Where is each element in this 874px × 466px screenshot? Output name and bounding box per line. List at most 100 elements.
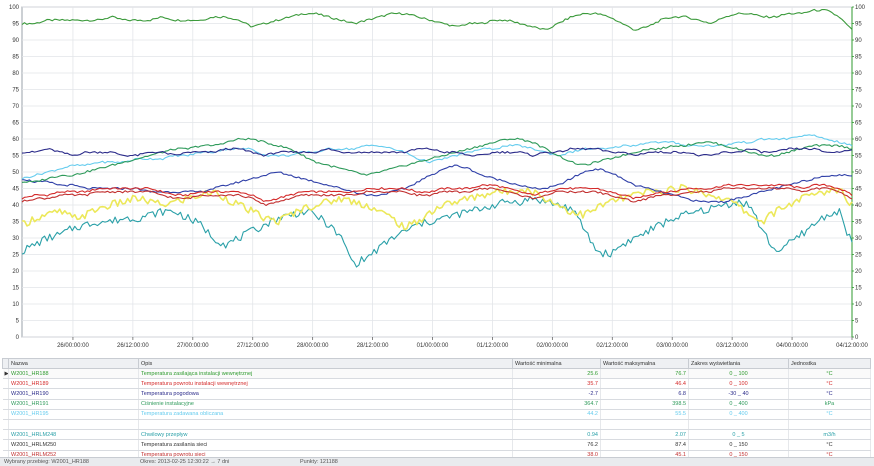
- x-tick-label: 02/12:00:00: [596, 343, 628, 349]
- y-tick-label-left: 60: [12, 137, 19, 143]
- y-tick-label-right: 65: [855, 121, 862, 127]
- y-tick-label-right: 100: [855, 5, 866, 11]
- x-tick-label: 26/00:00:00: [57, 343, 89, 349]
- cell-max: 6.8: [600, 388, 689, 400]
- y-tick-label-right: 95: [855, 22, 862, 28]
- status-points: Punkty: 121188: [300, 459, 338, 465]
- column-header-range[interactable]: Zakres wyświetlania: [688, 358, 789, 369]
- table-row[interactable]: [2, 419, 871, 431]
- x-tick-label: 02/00:00:00: [537, 343, 569, 349]
- cell-unit: °C: [788, 388, 871, 400]
- row-marker[interactable]: [2, 399, 9, 410]
- y-tick-label-right: 0: [855, 335, 859, 341]
- y-tick-label-right: 75: [855, 88, 862, 94]
- cell-range: 0 _ 150: [688, 439, 789, 451]
- cell-name: W2001_HR191: [8, 399, 139, 410]
- series-line-W2001_HR198: [21, 164, 853, 204]
- cell-name: W2001_HRLM250: [8, 439, 139, 451]
- y-tick-label-left: 85: [12, 55, 19, 61]
- cell-max: [600, 419, 689, 431]
- x-tick-label: 03/00:00:00: [656, 343, 688, 349]
- cell-min: 44.2: [512, 409, 601, 420]
- y-tick-label-right: 55: [855, 154, 862, 160]
- cell-desc: Temperatura powrotu instalacji wewnętrzn…: [138, 378, 513, 390]
- column-header-name[interactable]: Nazwa: [8, 358, 139, 369]
- row-marker[interactable]: [2, 439, 9, 451]
- y-axis-right: 0 5 10 15 20 25 30 35 40 45 50 55 60 65 70 75 80 85 90 95 10…: [851, 5, 866, 341]
- cell-max: 87.4: [600, 439, 689, 451]
- cell-unit: m3/h: [788, 429, 871, 441]
- cell-max: 46.4: [600, 378, 689, 390]
- column-header-min[interactable]: Wartość minimalna: [512, 358, 601, 369]
- y-tick-label-left: 100: [9, 5, 20, 11]
- table-row[interactable]: W2001_HR195 Temperatura zadawana obliczan…: [2, 409, 871, 420]
- y-tick-label-right: 15: [855, 286, 862, 292]
- x-tick-label: 27/12:00:00: [237, 343, 269, 349]
- x-tick-label: 04/12:00:00: [836, 343, 868, 349]
- x-axis: 26/00:00:00 26/12:00:00 27/00:00:00 27/12:0…: [57, 337, 869, 349]
- cell-unit: [788, 419, 871, 431]
- cell-range: 0 _ 400: [688, 399, 789, 410]
- status-selected: Wybrany przebieg: W2001_HR188: [4, 459, 89, 465]
- cell-max: 76.7: [600, 368, 689, 380]
- series-line-W2001_HRLM250: [21, 195, 853, 268]
- trend-chart[interactable]: 0510152025303540455055606570758085909510…: [0, 0, 874, 352]
- cell-desc: Temperatura zadawana obliczana: [138, 409, 513, 420]
- cell-name: W2001_HRLM248: [8, 429, 139, 441]
- y-tick-label-left: 20: [12, 269, 19, 275]
- cell-unit: kPa: [788, 399, 871, 410]
- series-line-W2001_HR195: [21, 134, 853, 180]
- series-line-W2001_HR190: [21, 147, 853, 157]
- y-tick-label-right: 60: [855, 137, 862, 143]
- y-tick-label-right: 35: [855, 220, 862, 226]
- cell-name: W2001_HR188: [8, 368, 139, 380]
- table-row[interactable]: W2001_HR190 Temperatura pogodowa -2.7 6.8 -3…: [2, 388, 871, 400]
- table-row[interactable]: W2001_HRLM250 Temperatura zasilania sieci…: [2, 439, 871, 451]
- x-tick-label: 03/12:00:00: [716, 343, 748, 349]
- chart-grid: [21, 6, 853, 338]
- y-tick-label-left: 5: [16, 319, 20, 325]
- series-layer: [21, 8, 853, 268]
- row-marker[interactable]: [2, 419, 9, 431]
- cell-name: W2001_HR195: [8, 409, 139, 420]
- cell-min: 0.94: [512, 429, 601, 441]
- y-tick-label-left: 35: [12, 220, 19, 226]
- cell-range: 0 _ 100: [688, 368, 789, 380]
- cell-range: -30 _ 40: [688, 388, 789, 400]
- y-tick-label-left: 95: [12, 22, 19, 28]
- y-tick-label-left: 45: [12, 187, 19, 193]
- series-line-W2001_HRLM248: [22, 183, 853, 231]
- cell-max: 55.5: [600, 409, 689, 420]
- x-tick-label: 27/00:00:00: [177, 343, 209, 349]
- column-header-max[interactable]: Wartość maksymalna: [600, 358, 689, 369]
- column-header-desc[interactable]: Opis: [138, 358, 513, 369]
- cell-range: 0 _ 400: [688, 409, 789, 420]
- cell-range: 0 _ 100: [688, 378, 789, 390]
- y-tick-label-left: 10: [12, 302, 19, 308]
- row-marker[interactable]: [2, 388, 9, 400]
- table-row[interactable]: W2001_HR189 Temperatura powrotu instalacj…: [2, 378, 871, 390]
- row-marker[interactable]: ▶: [2, 368, 9, 380]
- y-tick-label-left: 55: [12, 154, 19, 160]
- cell-min: 364.7: [512, 399, 601, 410]
- row-marker[interactable]: [2, 378, 9, 390]
- cell-desc: Temperatura zasilania sieci: [138, 439, 513, 451]
- cell-min: -2.7: [512, 388, 601, 400]
- row-marker[interactable]: [2, 429, 9, 441]
- x-tick-label: 28/00:00:00: [297, 343, 329, 349]
- table-row[interactable]: W2001_HRLM248 Chwilowy przepływ 0.94 2.07 0 …: [2, 429, 871, 441]
- y-tick-label-left: 15: [12, 286, 19, 292]
- row-marker[interactable]: [2, 409, 9, 420]
- cell-desc: Temperatura pogodowa: [138, 388, 513, 400]
- y-tick-label-left: 65: [12, 121, 19, 127]
- table-row[interactable]: W2001_HR191 Ciśnienie instalacyjne 364.7 39…: [2, 399, 871, 410]
- column-header-unit[interactable]: Jednostka: [788, 358, 871, 369]
- y-tick-label-right: 30: [855, 236, 862, 242]
- cell-range: [688, 419, 789, 431]
- cell-desc: Temperatura zasilająca instalacji wewnęt…: [138, 368, 513, 380]
- table-row[interactable]: ▶ W2001_HR188 Temperatura zasilająca insta…: [2, 368, 871, 380]
- y-tick-label-right: 45: [855, 187, 862, 193]
- y-tick-label-left: 75: [12, 88, 19, 94]
- y-tick-label-right: 25: [855, 253, 862, 259]
- y-tick-label-right: 85: [855, 55, 862, 61]
